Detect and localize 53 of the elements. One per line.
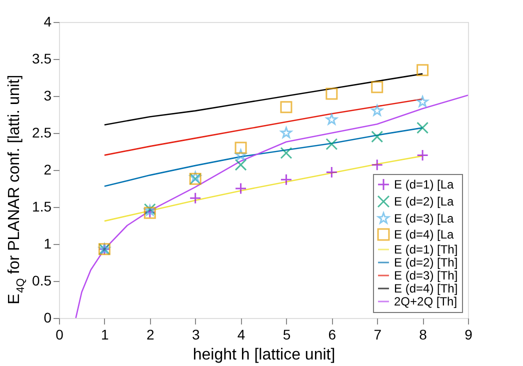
point (234, 142, 247, 154)
legend-label: E (d=3) [Th] (394, 268, 458, 282)
point (190, 171, 202, 182)
legend-label: 2Q+2Q [Th] (394, 294, 458, 308)
y-tick-label: 0.5 (32, 272, 52, 288)
y-tick-label: 0 (44, 310, 52, 326)
y-tick-label: 2 (44, 162, 52, 178)
y-tick-label: 4 (44, 14, 52, 30)
x-tick-label: 9 (464, 326, 473, 342)
point (416, 96, 428, 107)
x-axis-title: height h [lattice unit] (192, 346, 336, 364)
point (280, 174, 292, 186)
legend-label: E (d=4) [Th] (394, 282, 458, 296)
point (234, 158, 247, 171)
legend-label: E (d=1) [Th] (394, 242, 458, 256)
x-tick-label: 4 (237, 326, 246, 342)
x-tick-label: 2 (146, 326, 154, 342)
point (189, 192, 202, 204)
point (371, 81, 384, 94)
point (326, 138, 338, 150)
point (235, 149, 247, 160)
x-tick-label: 5 (282, 326, 291, 342)
x-tick-label: 8 (419, 326, 428, 342)
x-tick-label: 6 (328, 326, 336, 342)
point (416, 149, 429, 162)
point (280, 101, 292, 114)
y-tick-label: 2.5 (32, 124, 52, 140)
legend-label: E (d=3) [La (394, 212, 454, 226)
point (234, 182, 247, 194)
y-tick-label: 1 (44, 236, 52, 252)
x-tick-label: 0 (56, 326, 64, 342)
legend-label: E (d=2) [Th] (394, 256, 458, 270)
point (371, 104, 383, 116)
point (371, 130, 384, 143)
y-tick-label: 1.5 (32, 198, 52, 214)
point (326, 166, 338, 178)
x-tick-label: 7 (374, 326, 382, 342)
legend-label: E (d=4) [La (394, 228, 454, 242)
point (371, 158, 384, 171)
point (416, 64, 429, 76)
legend-label: E (d=2) [La (394, 194, 454, 208)
point (280, 146, 292, 159)
y-axis-title: E4Q for PLANAR conf. [latti. unit] (6, 74, 27, 304)
x-tick-label: 3 (192, 326, 200, 342)
point (326, 114, 338, 125)
point (280, 127, 292, 138)
point (326, 88, 338, 100)
y-tick-label: 3 (44, 88, 52, 104)
legend-label: E (d=1) [La (394, 178, 454, 192)
point (416, 122, 429, 134)
line-series (75, 94, 468, 318)
y-tick-label: 3.5 (32, 50, 52, 66)
x-tick-label: 1 (101, 326, 110, 342)
